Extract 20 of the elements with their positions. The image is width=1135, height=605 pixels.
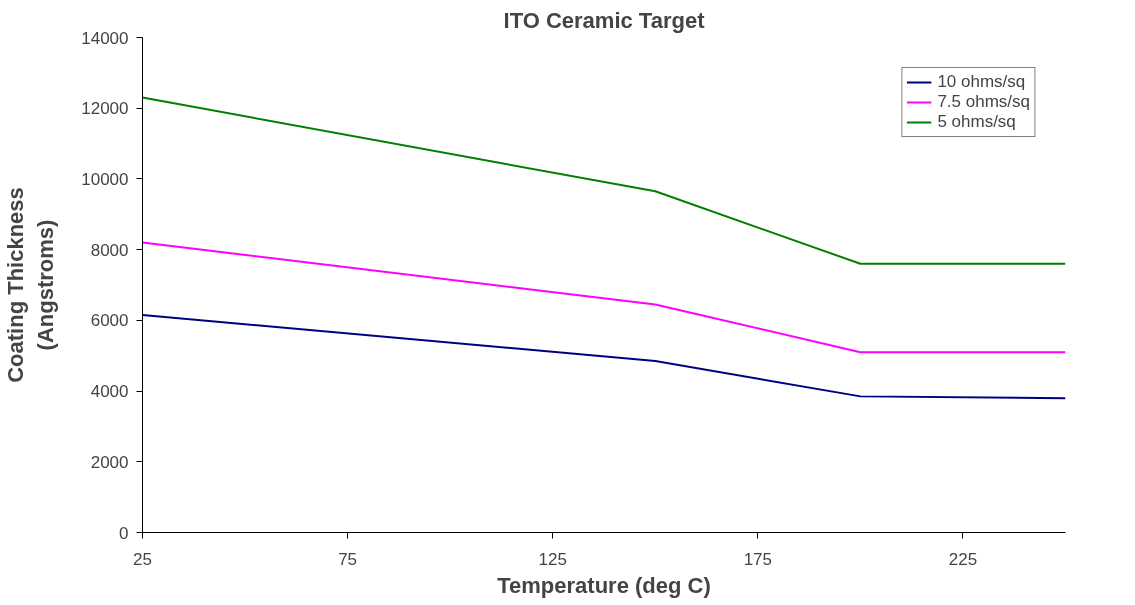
x-tick-label: 75 xyxy=(338,549,358,569)
x-tick-label: 125 xyxy=(538,549,567,569)
y-tick-label: 6000 xyxy=(90,311,129,331)
legend-label: 7.5 ohms/sq xyxy=(937,92,1030,112)
x-tick-label: 225 xyxy=(948,549,978,569)
chart-title: ITO Ceramic Target xyxy=(503,7,706,33)
y-tick-label: 14000 xyxy=(81,28,129,48)
x-tick-label: 175 xyxy=(743,549,773,569)
y-tick-label: 0 xyxy=(119,523,129,543)
legend-label: 5 ohms/sq xyxy=(937,112,1016,132)
legend-label: 10 ohms/sq xyxy=(937,72,1026,92)
line-series xyxy=(142,314,1066,400)
y-tick-label: 4000 xyxy=(90,382,129,402)
y-tick-label: 10000 xyxy=(81,169,129,189)
y-axis-title: Coating Thickness (Angstroms) xyxy=(3,187,59,383)
y-tick-label: 2000 xyxy=(90,452,129,472)
x-axis-title: Temperature (deg C) xyxy=(497,572,711,598)
y-tick-label: 8000 xyxy=(90,240,129,260)
x-tick-label: 25 xyxy=(133,549,152,569)
y-tick-label: 12000 xyxy=(81,99,129,119)
